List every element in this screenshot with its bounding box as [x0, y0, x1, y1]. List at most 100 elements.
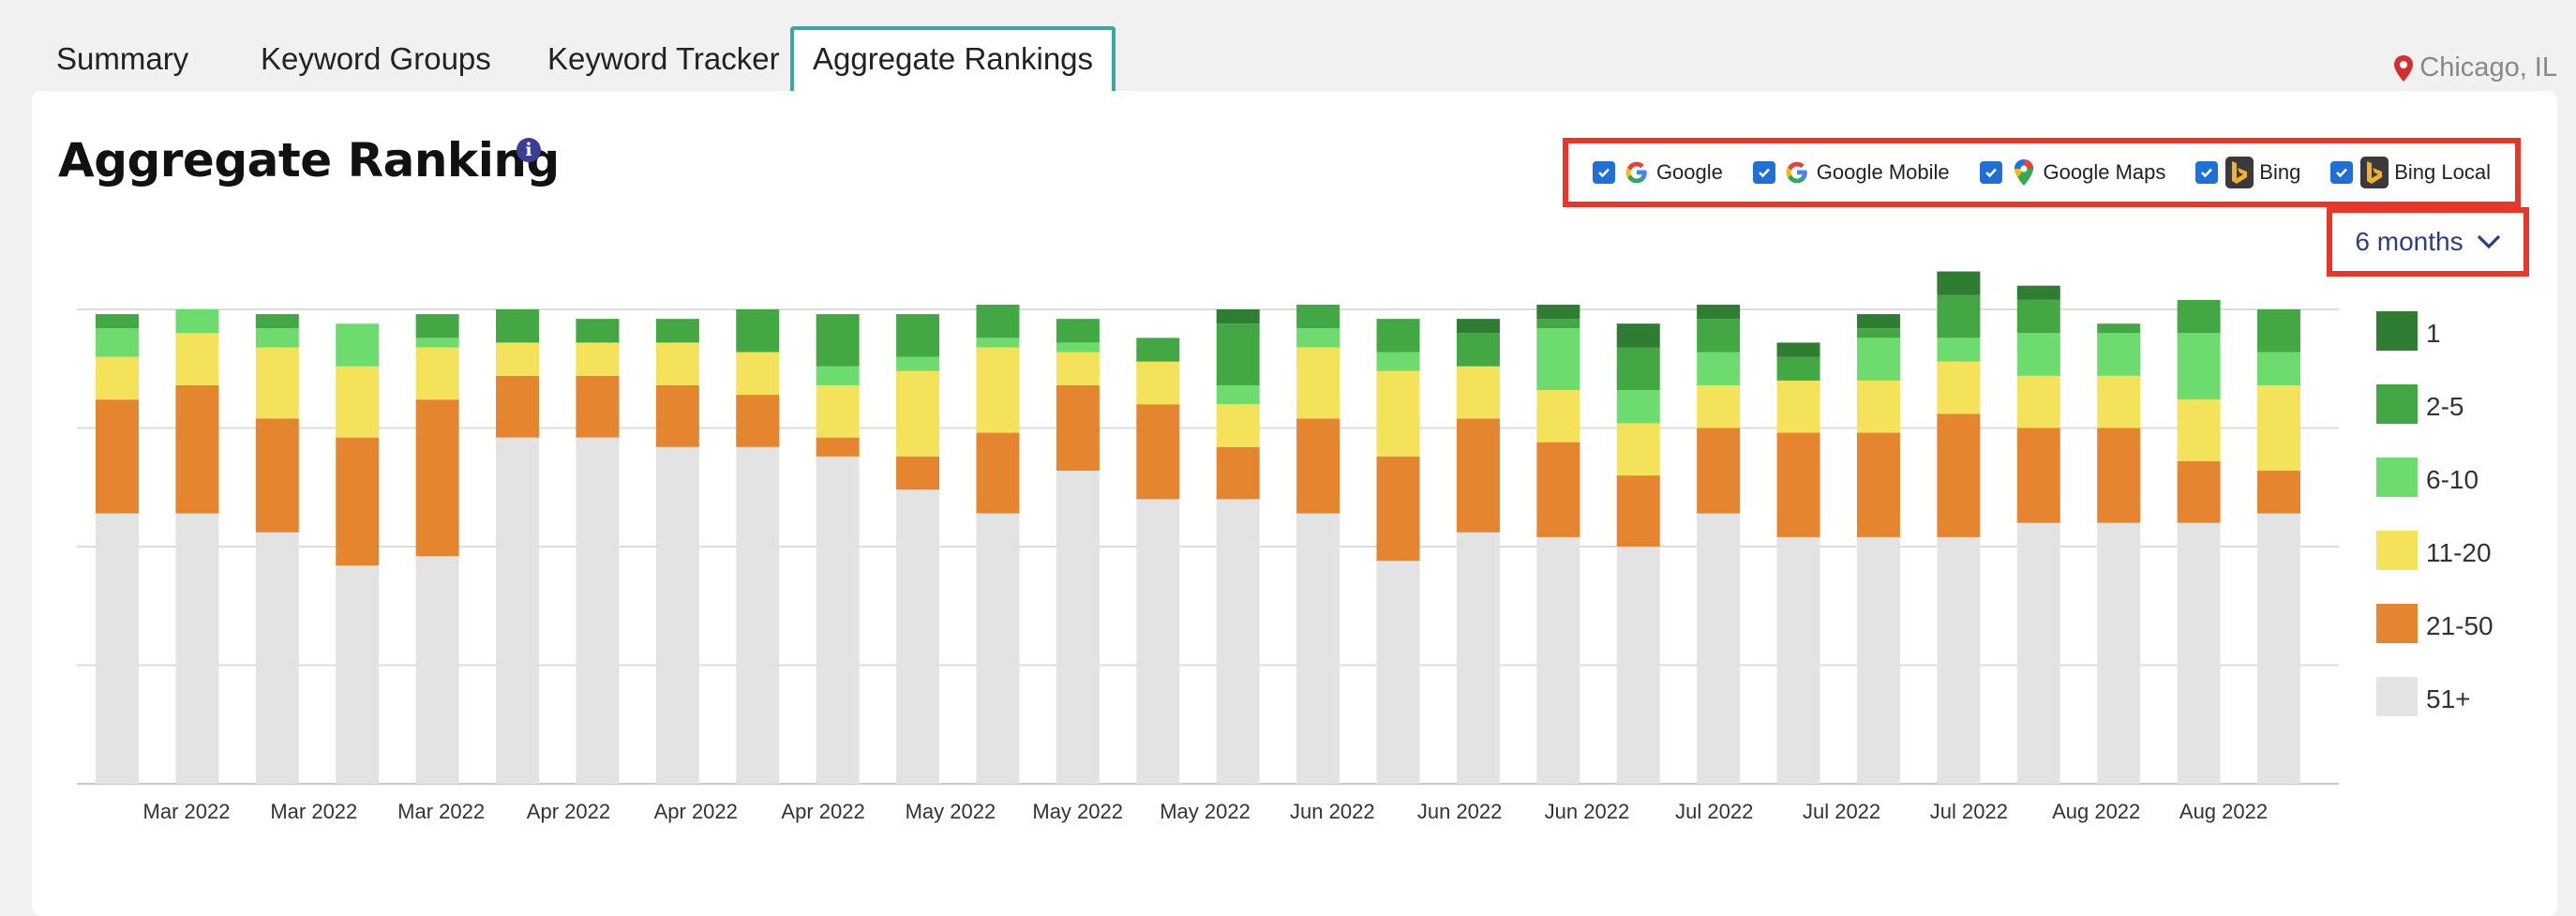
x-tick-label: May 2022 [1160, 800, 1251, 823]
bar-segment-6-10 [336, 323, 380, 367]
bar-segment-2-5 [96, 314, 139, 329]
location-text: Chicago, IL [2419, 53, 2557, 83]
checkbox-icon[interactable] [1592, 161, 1615, 184]
google-icon [1783, 158, 1811, 187]
x-tick-label: Jun 2022 [1417, 800, 1503, 823]
tab-aggregate-rankings[interactable]: Aggregate Rankings [790, 26, 1116, 92]
bar-segment-51+ [496, 437, 540, 784]
bar-segment-51+ [255, 532, 299, 784]
checkbox-icon[interactable] [2330, 161, 2354, 184]
bar-segment-51+ [1296, 513, 1340, 784]
bar-segment-6-10 [2257, 352, 2300, 385]
bar-segment-2-5 [2257, 309, 2300, 353]
bar-segment-51+ [655, 446, 699, 784]
legend-label: 21-50 [2426, 611, 2494, 640]
bar-segment-2-5 [1456, 333, 1500, 367]
legend-swatch [2376, 531, 2418, 570]
bar-segment-11-20 [1697, 384, 1741, 428]
bar-segment-21-50 [816, 437, 860, 457]
bing-icon [2225, 157, 2254, 188]
x-tick-label: Mar 2022 [270, 800, 357, 823]
legend-swatch [2376, 677, 2418, 716]
date-range-select[interactable]: 6 months [2327, 207, 2529, 277]
google-icon [1623, 158, 1651, 187]
bar-segment-11-20 [2257, 384, 2300, 472]
legend-label: 6-10 [2426, 465, 2479, 494]
bar-segment-51+ [1937, 536, 1981, 784]
bar-segment-11-20 [1056, 352, 1100, 385]
engine-label: Google [1655, 160, 1723, 184]
bar-segment-6-10 [175, 309, 219, 334]
bar-segment-6-10 [1376, 352, 1420, 371]
bar-segment-1 [1937, 271, 1981, 295]
bar-segment-2-5 [1376, 319, 1420, 353]
bar-segment-51+ [1456, 532, 1500, 784]
bar-segment-21-50 [1937, 413, 1981, 537]
bar-segment-21-50 [1536, 442, 1580, 537]
x-tick-label: Mar 2022 [143, 800, 231, 823]
checkbox-icon[interactable] [2195, 161, 2219, 184]
bar-segment-21-50 [1456, 418, 1500, 533]
bar-segment-2-5 [1136, 338, 1180, 362]
bar-segment-11-20 [1937, 361, 1981, 414]
bar-segment-2-5 [896, 314, 940, 357]
bar-segment-11-20 [2097, 375, 2141, 428]
bar-segment-2-5 [1776, 356, 1820, 381]
legend-swatch [2376, 311, 2418, 351]
x-tick-label: Jul 2022 [1930, 800, 2008, 823]
bar-segment-21-50 [175, 384, 219, 514]
date-range-value: 6 months [2355, 227, 2464, 256]
legend-label: 2-5 [2426, 392, 2464, 421]
bar-segment-11-20 [1856, 380, 1900, 433]
x-tick-label: Apr 2022 [654, 800, 738, 823]
bar-segment-11-20 [336, 366, 380, 438]
bar-segment-6-10 [1616, 390, 1660, 424]
bar-segment-2-5 [1937, 294, 1981, 338]
bar-segment-6-10 [415, 338, 459, 348]
x-tick-label: May 2022 [906, 800, 996, 823]
bar-segment-1 [1697, 304, 1741, 320]
tab-keyword-groups[interactable]: Keyword Groups [261, 41, 491, 76]
bar-segment-11-20 [1536, 390, 1580, 443]
bar-segment-11-20 [1296, 347, 1340, 419]
bar-segment-21-50 [1616, 475, 1660, 547]
tab-summary[interactable]: Summary [56, 41, 189, 76]
bar-segment-21-50 [1056, 384, 1100, 472]
bar-segment-21-50 [1296, 418, 1340, 514]
engine-bing[interactable]: Bing [2195, 157, 2300, 188]
bar-segment-21-50 [96, 399, 139, 514]
bar-segment-11-20 [736, 352, 780, 396]
bar-segment-51+ [976, 513, 1020, 784]
bar-segment-6-10 [1697, 352, 1741, 385]
location[interactable]: Chicago, IL [2393, 53, 2557, 83]
legend-label: 1 [2426, 319, 2441, 348]
info-icon[interactable]: i [517, 138, 541, 162]
bar-segment-2-5 [1056, 319, 1100, 343]
bar-segment-11-20 [1376, 370, 1420, 457]
bar-segment-11-20 [816, 384, 860, 438]
engine-google-mobile[interactable]: Google Mobile [1752, 158, 1950, 187]
engine-bing-local[interactable]: Bing Local [2330, 157, 2491, 188]
bar-segment-6-10 [2177, 333, 2221, 400]
checkbox-icon[interactable] [1979, 161, 2002, 184]
chevron-down-icon [2477, 234, 2500, 249]
checkbox-icon[interactable] [1752, 161, 1775, 184]
bar-segment-21-50 [576, 375, 620, 438]
tab-keyword-tracker[interactable]: Keyword Tracker [547, 41, 780, 76]
page-title: Aggregate Ranking [58, 133, 560, 188]
bar-segment-1 [2016, 285, 2060, 300]
bar-segment-21-50 [2016, 428, 2060, 523]
engine-google-maps[interactable]: Google Maps [1979, 158, 2165, 187]
engine-google[interactable]: Google [1592, 158, 1723, 187]
bar-segment-11-20 [1216, 404, 1260, 447]
map-pin-icon [2394, 54, 2414, 82]
bar-segment-6-10 [255, 328, 299, 348]
bar-segment-2-5 [1616, 347, 1660, 391]
bar-segment-51+ [1136, 499, 1180, 784]
bar-segment-11-20 [496, 342, 540, 376]
bar-segment-21-50 [1376, 456, 1420, 562]
bar-segment-11-20 [576, 342, 620, 376]
bar-segment-51+ [2016, 522, 2060, 784]
bar-segment-21-50 [2257, 471, 2300, 514]
bar-segment-1 [1536, 304, 1580, 320]
